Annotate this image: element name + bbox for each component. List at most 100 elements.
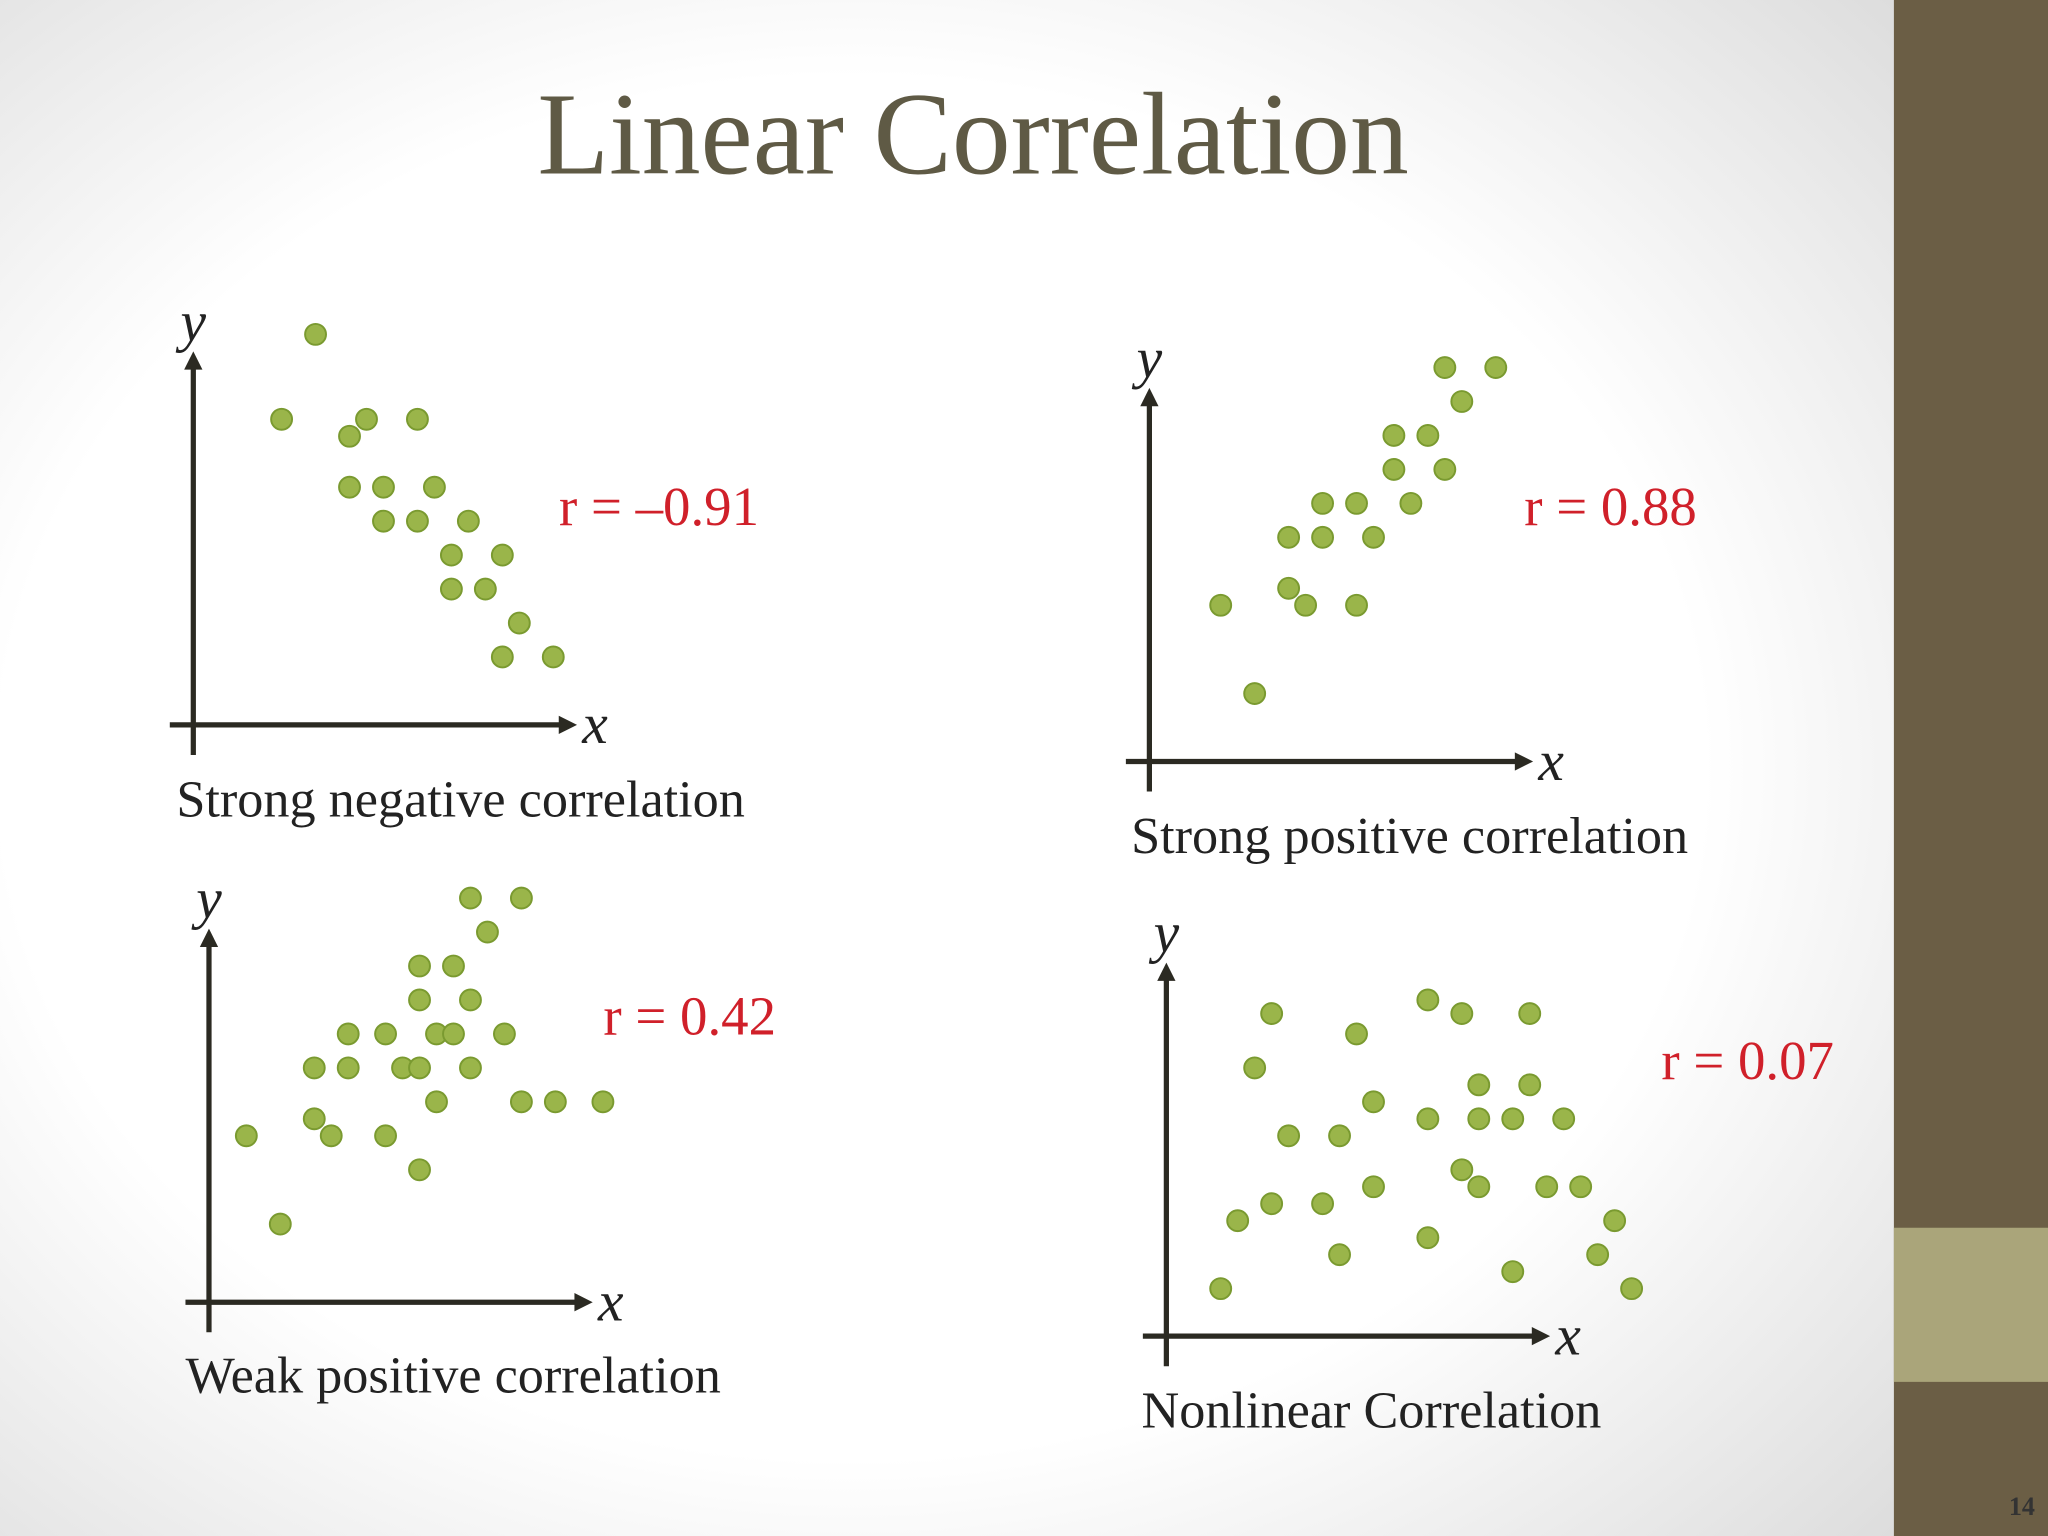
y-axis-arrow bbox=[1157, 962, 1176, 981]
data-point bbox=[507, 611, 531, 635]
data-point bbox=[1603, 1209, 1627, 1233]
data-point bbox=[408, 1158, 431, 1182]
data-point bbox=[473, 577, 497, 601]
data-point bbox=[336, 1022, 360, 1046]
data-point bbox=[1450, 1002, 1474, 1025]
data-point bbox=[1362, 1090, 1385, 1114]
x-axis-label: x bbox=[597, 1270, 624, 1333]
x-axis-arrow bbox=[558, 715, 578, 735]
data-point bbox=[406, 509, 429, 533]
slide-title: Linear Correlation bbox=[537, 70, 1408, 200]
data-point bbox=[1586, 1243, 1610, 1267]
data-point bbox=[1260, 1192, 1284, 1216]
data-point bbox=[509, 886, 533, 910]
background bbox=[0, 0, 1894, 1536]
data-point bbox=[408, 954, 431, 978]
data-point bbox=[372, 475, 395, 499]
data-point bbox=[1569, 1175, 1593, 1199]
data-point bbox=[439, 577, 463, 601]
data-point bbox=[1382, 457, 1406, 481]
data-point bbox=[543, 1090, 567, 1114]
y-axis-arrow bbox=[1140, 387, 1159, 407]
data-point bbox=[1260, 1002, 1284, 1025]
data-point bbox=[355, 407, 378, 431]
data-point bbox=[1501, 1260, 1525, 1284]
data-point bbox=[1467, 1175, 1491, 1199]
data-point bbox=[1484, 356, 1508, 379]
data-point bbox=[1433, 457, 1457, 481]
data-point bbox=[1518, 1073, 1542, 1097]
data-point bbox=[591, 1090, 615, 1114]
y-axis-label: y bbox=[1132, 327, 1163, 390]
data-point bbox=[1209, 593, 1233, 617]
page-number: 14 bbox=[2009, 1492, 2035, 1521]
data-point bbox=[1277, 525, 1301, 549]
data-point bbox=[1467, 1073, 1491, 1097]
data-point bbox=[336, 1056, 360, 1080]
data-point bbox=[1311, 1192, 1335, 1216]
x-axis-label: x bbox=[1554, 1304, 1581, 1367]
data-point bbox=[1552, 1107, 1576, 1131]
data-point bbox=[541, 645, 565, 669]
caption: Strong positive correlation bbox=[1131, 807, 1688, 865]
data-point bbox=[1535, 1175, 1559, 1199]
data-point bbox=[459, 988, 482, 1012]
x-axis-label: x bbox=[581, 693, 608, 756]
data-point bbox=[408, 988, 431, 1012]
data-point bbox=[372, 509, 395, 533]
y-axis-arrow bbox=[199, 928, 219, 947]
data-point bbox=[1362, 525, 1385, 549]
data-point bbox=[1450, 1158, 1474, 1182]
data-point bbox=[439, 543, 463, 567]
data-point bbox=[1277, 1124, 1301, 1148]
data-point bbox=[338, 424, 361, 448]
data-point bbox=[374, 1022, 397, 1046]
data-point bbox=[456, 509, 480, 533]
annotation: r = 0.88 bbox=[1524, 476, 1697, 537]
annotation: r = 0.07 bbox=[1661, 1030, 1834, 1091]
data-point bbox=[1620, 1277, 1644, 1301]
data-point bbox=[268, 1212, 292, 1236]
y-axis-label: y bbox=[1149, 902, 1180, 965]
y-axis-label: y bbox=[176, 291, 207, 354]
data-point bbox=[490, 543, 514, 567]
data-point bbox=[1294, 593, 1318, 617]
x-axis-arrow bbox=[574, 1293, 593, 1312]
data-point bbox=[1345, 491, 1368, 515]
data-point bbox=[304, 322, 327, 346]
y-axis-arrow bbox=[184, 351, 203, 370]
data-point bbox=[490, 645, 514, 669]
data-point bbox=[374, 1124, 397, 1148]
data-point bbox=[1311, 491, 1335, 515]
data-point bbox=[338, 475, 361, 499]
data-point bbox=[1416, 1107, 1440, 1131]
data-point bbox=[270, 407, 294, 431]
data-point bbox=[442, 954, 465, 978]
data-point bbox=[1450, 390, 1474, 413]
data-point bbox=[1518, 1002, 1542, 1025]
data-point bbox=[319, 1124, 343, 1148]
data-point bbox=[1416, 988, 1440, 1012]
annotation: r = 0.42 bbox=[603, 985, 776, 1046]
data-point bbox=[1243, 1056, 1267, 1080]
data-point bbox=[1501, 1107, 1525, 1131]
data-point bbox=[476, 920, 499, 944]
data-point bbox=[442, 1022, 465, 1046]
x-axis-label: x bbox=[1537, 730, 1564, 793]
data-point bbox=[1209, 1277, 1233, 1301]
data-point bbox=[1382, 424, 1406, 447]
data-point bbox=[1226, 1209, 1250, 1233]
x-axis-arrow bbox=[1514, 752, 1534, 771]
data-point bbox=[1433, 356, 1457, 379]
data-point bbox=[1416, 1226, 1440, 1250]
data-point bbox=[1277, 576, 1301, 600]
data-point bbox=[1328, 1243, 1351, 1267]
y-axis-label: y bbox=[191, 868, 222, 931]
data-point bbox=[1416, 424, 1440, 447]
data-point bbox=[234, 1124, 258, 1148]
data-point bbox=[459, 1056, 482, 1080]
data-point bbox=[302, 1056, 326, 1080]
data-point bbox=[408, 1056, 431, 1080]
data-point bbox=[422, 475, 446, 499]
